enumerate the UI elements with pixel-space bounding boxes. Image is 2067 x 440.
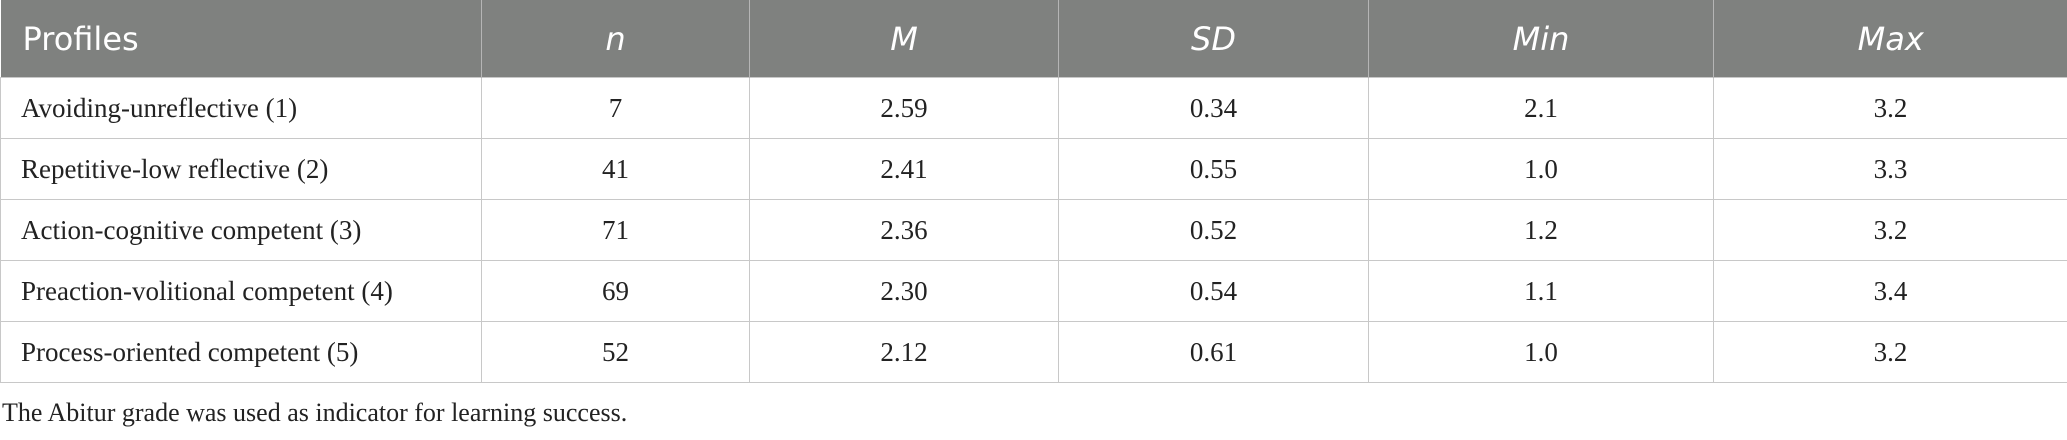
data-table: Profiles n M SD Min Max Avoiding-unreflective…: [0, 0, 2067, 383]
header-cell: Min: [1368, 0, 1714, 78]
cell: 3.2: [1713, 77, 2067, 139]
header-cell: Profiles: [0, 0, 482, 78]
cell: 69: [481, 260, 750, 322]
header-cell: Max: [1713, 0, 2067, 78]
cell: 52: [481, 321, 750, 383]
table-row: Action-cognitive competent (3) 71 2.36 0.52…: [0, 199, 2067, 261]
cell: 41: [481, 138, 750, 200]
cell: 0.34: [1058, 77, 1369, 139]
header-cell: M: [749, 0, 1059, 78]
table-row: Process-oriented competent (5) 52 2.12 0.61…: [0, 321, 2067, 383]
table-row: Avoiding-unreflective (1) 7 2.59 0.34 2.1 3.2: [0, 77, 2067, 139]
table-body: Avoiding-unreflective (1) 7 2.59 0.34 2.1 3.2…: [0, 77, 2067, 383]
cell: 1.0: [1368, 321, 1714, 383]
cell: 7: [481, 77, 750, 139]
cell: 3.2: [1713, 199, 2067, 261]
header-cell: n: [481, 0, 750, 78]
cell: 3.2: [1713, 321, 2067, 383]
cell: 2.30: [749, 260, 1059, 322]
cell: 1.1: [1368, 260, 1714, 322]
cell: 0.61: [1058, 321, 1369, 383]
header-cell: SD: [1058, 0, 1369, 78]
cell: 2.59: [749, 77, 1059, 139]
row-label: Repetitive-low reflective (2): [0, 138, 482, 200]
cell: 2.41: [749, 138, 1059, 200]
header-row: Profiles n M SD Min Max: [0, 0, 2067, 78]
row-label: Avoiding-unreflective (1): [0, 77, 482, 139]
cell: 3.3: [1713, 138, 2067, 200]
row-label: Action-cognitive competent (3): [0, 199, 482, 261]
cell: 0.52: [1058, 199, 1369, 261]
row-label: Process-oriented competent (5): [0, 321, 482, 383]
footnote: The Abitur grade was used as indicator f…: [2, 398, 628, 427]
row-label: Preaction-volitional competent (4): [0, 260, 482, 322]
cell: 2.1: [1368, 77, 1714, 139]
cell: 2.12: [749, 321, 1059, 383]
cell: 0.54: [1058, 260, 1369, 322]
table-row: Preaction-volitional competent (4) 69 2.30…: [0, 260, 2067, 322]
cell: 1.2: [1368, 199, 1714, 261]
table-row: Repetitive-low reflective (2) 41 2.41 0.55 1…: [0, 138, 2067, 200]
cell: 2.36: [749, 199, 1059, 261]
cell: 3.4: [1713, 260, 2067, 322]
cell: 0.55: [1058, 138, 1369, 200]
cell: 1.0: [1368, 138, 1714, 200]
cell: 71: [481, 199, 750, 261]
